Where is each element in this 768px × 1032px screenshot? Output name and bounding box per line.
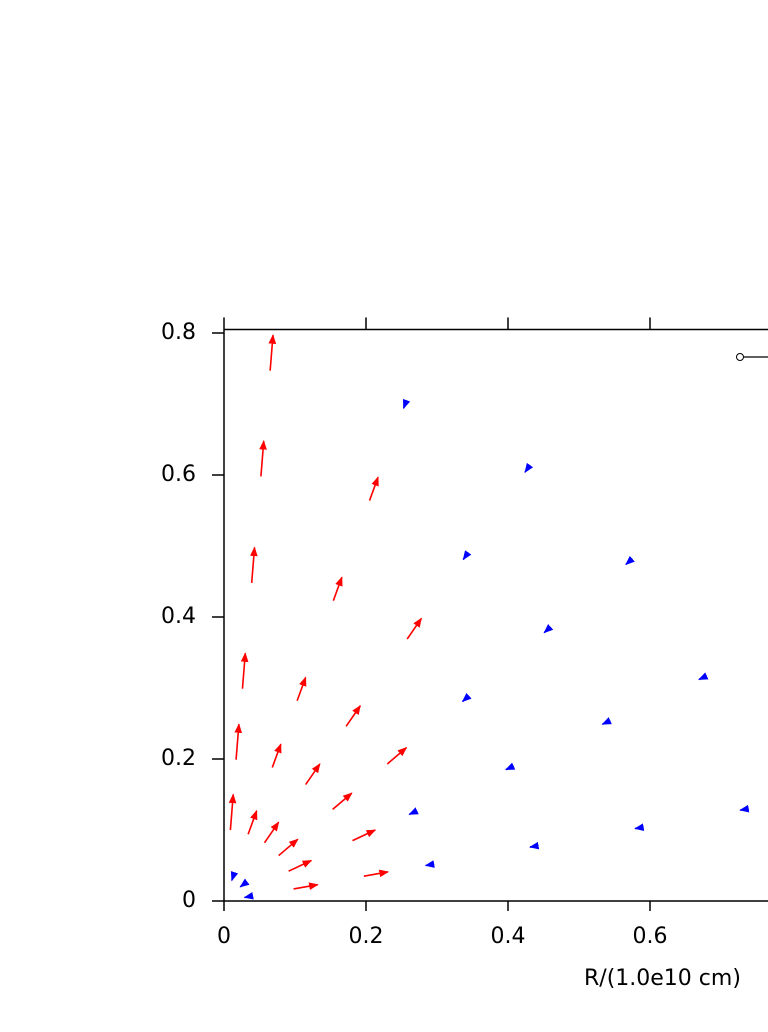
vector-arrow — [543, 624, 554, 634]
vector-arrow — [259, 439, 267, 477]
vector-arrow — [304, 763, 321, 786]
x-tick-label: 0.4 — [491, 924, 526, 949]
vector-arrow — [332, 792, 353, 811]
vector-arrow — [698, 672, 709, 681]
vector-arrow — [230, 870, 239, 882]
vector-arrow — [406, 617, 423, 640]
x-tick-label: 0.2 — [349, 924, 384, 949]
vector-arrow — [234, 723, 243, 760]
y-tick-label: 0.2 — [161, 746, 196, 771]
vector-arrow — [529, 841, 540, 850]
vector-arrow — [402, 398, 411, 410]
vector-arrow — [386, 747, 408, 765]
reference-arrow — [736, 353, 768, 361]
y-tick-label: 0.4 — [161, 604, 196, 629]
vector-arrow — [278, 838, 299, 857]
vector-arrow — [296, 676, 307, 702]
vector-arrow — [634, 823, 645, 831]
y-tick-label: 0 — [182, 888, 196, 913]
vector-arrow — [462, 550, 472, 561]
vector-arrow — [332, 576, 343, 601]
vector-arrow — [240, 652, 249, 689]
y-tick-label: 0.6 — [161, 462, 196, 487]
vector-arrow — [625, 555, 635, 566]
vector-arrow — [424, 860, 435, 868]
vector-arrow — [739, 804, 750, 813]
vector-arrow — [408, 807, 419, 816]
vector-arrow — [247, 809, 258, 835]
vector-arrow — [268, 334, 277, 371]
vector-arrow — [271, 743, 282, 768]
vector-arrow — [601, 717, 612, 725]
x-axis-label: R/(1.0e10 cm) — [584, 966, 741, 991]
vector-arrow — [368, 476, 379, 501]
vector-arrow — [239, 878, 250, 888]
vector-arrow — [228, 793, 237, 831]
vector-arrow — [243, 891, 254, 900]
vector-arrow — [461, 692, 472, 703]
y-tick-label: 0.8 — [161, 320, 196, 345]
vector-arrow — [250, 546, 258, 583]
vector-arrow — [263, 821, 280, 844]
x-tick-label: 0.6 — [633, 924, 668, 949]
vector-arrow — [345, 704, 361, 727]
vector-arrow — [352, 829, 377, 842]
vector-arrow — [293, 882, 319, 890]
vector-arrow — [524, 462, 534, 473]
vector-arrow — [363, 869, 389, 878]
x-tick-label: 0 — [217, 924, 231, 949]
vector-arrow — [504, 762, 516, 771]
vector-arrow — [288, 859, 313, 872]
